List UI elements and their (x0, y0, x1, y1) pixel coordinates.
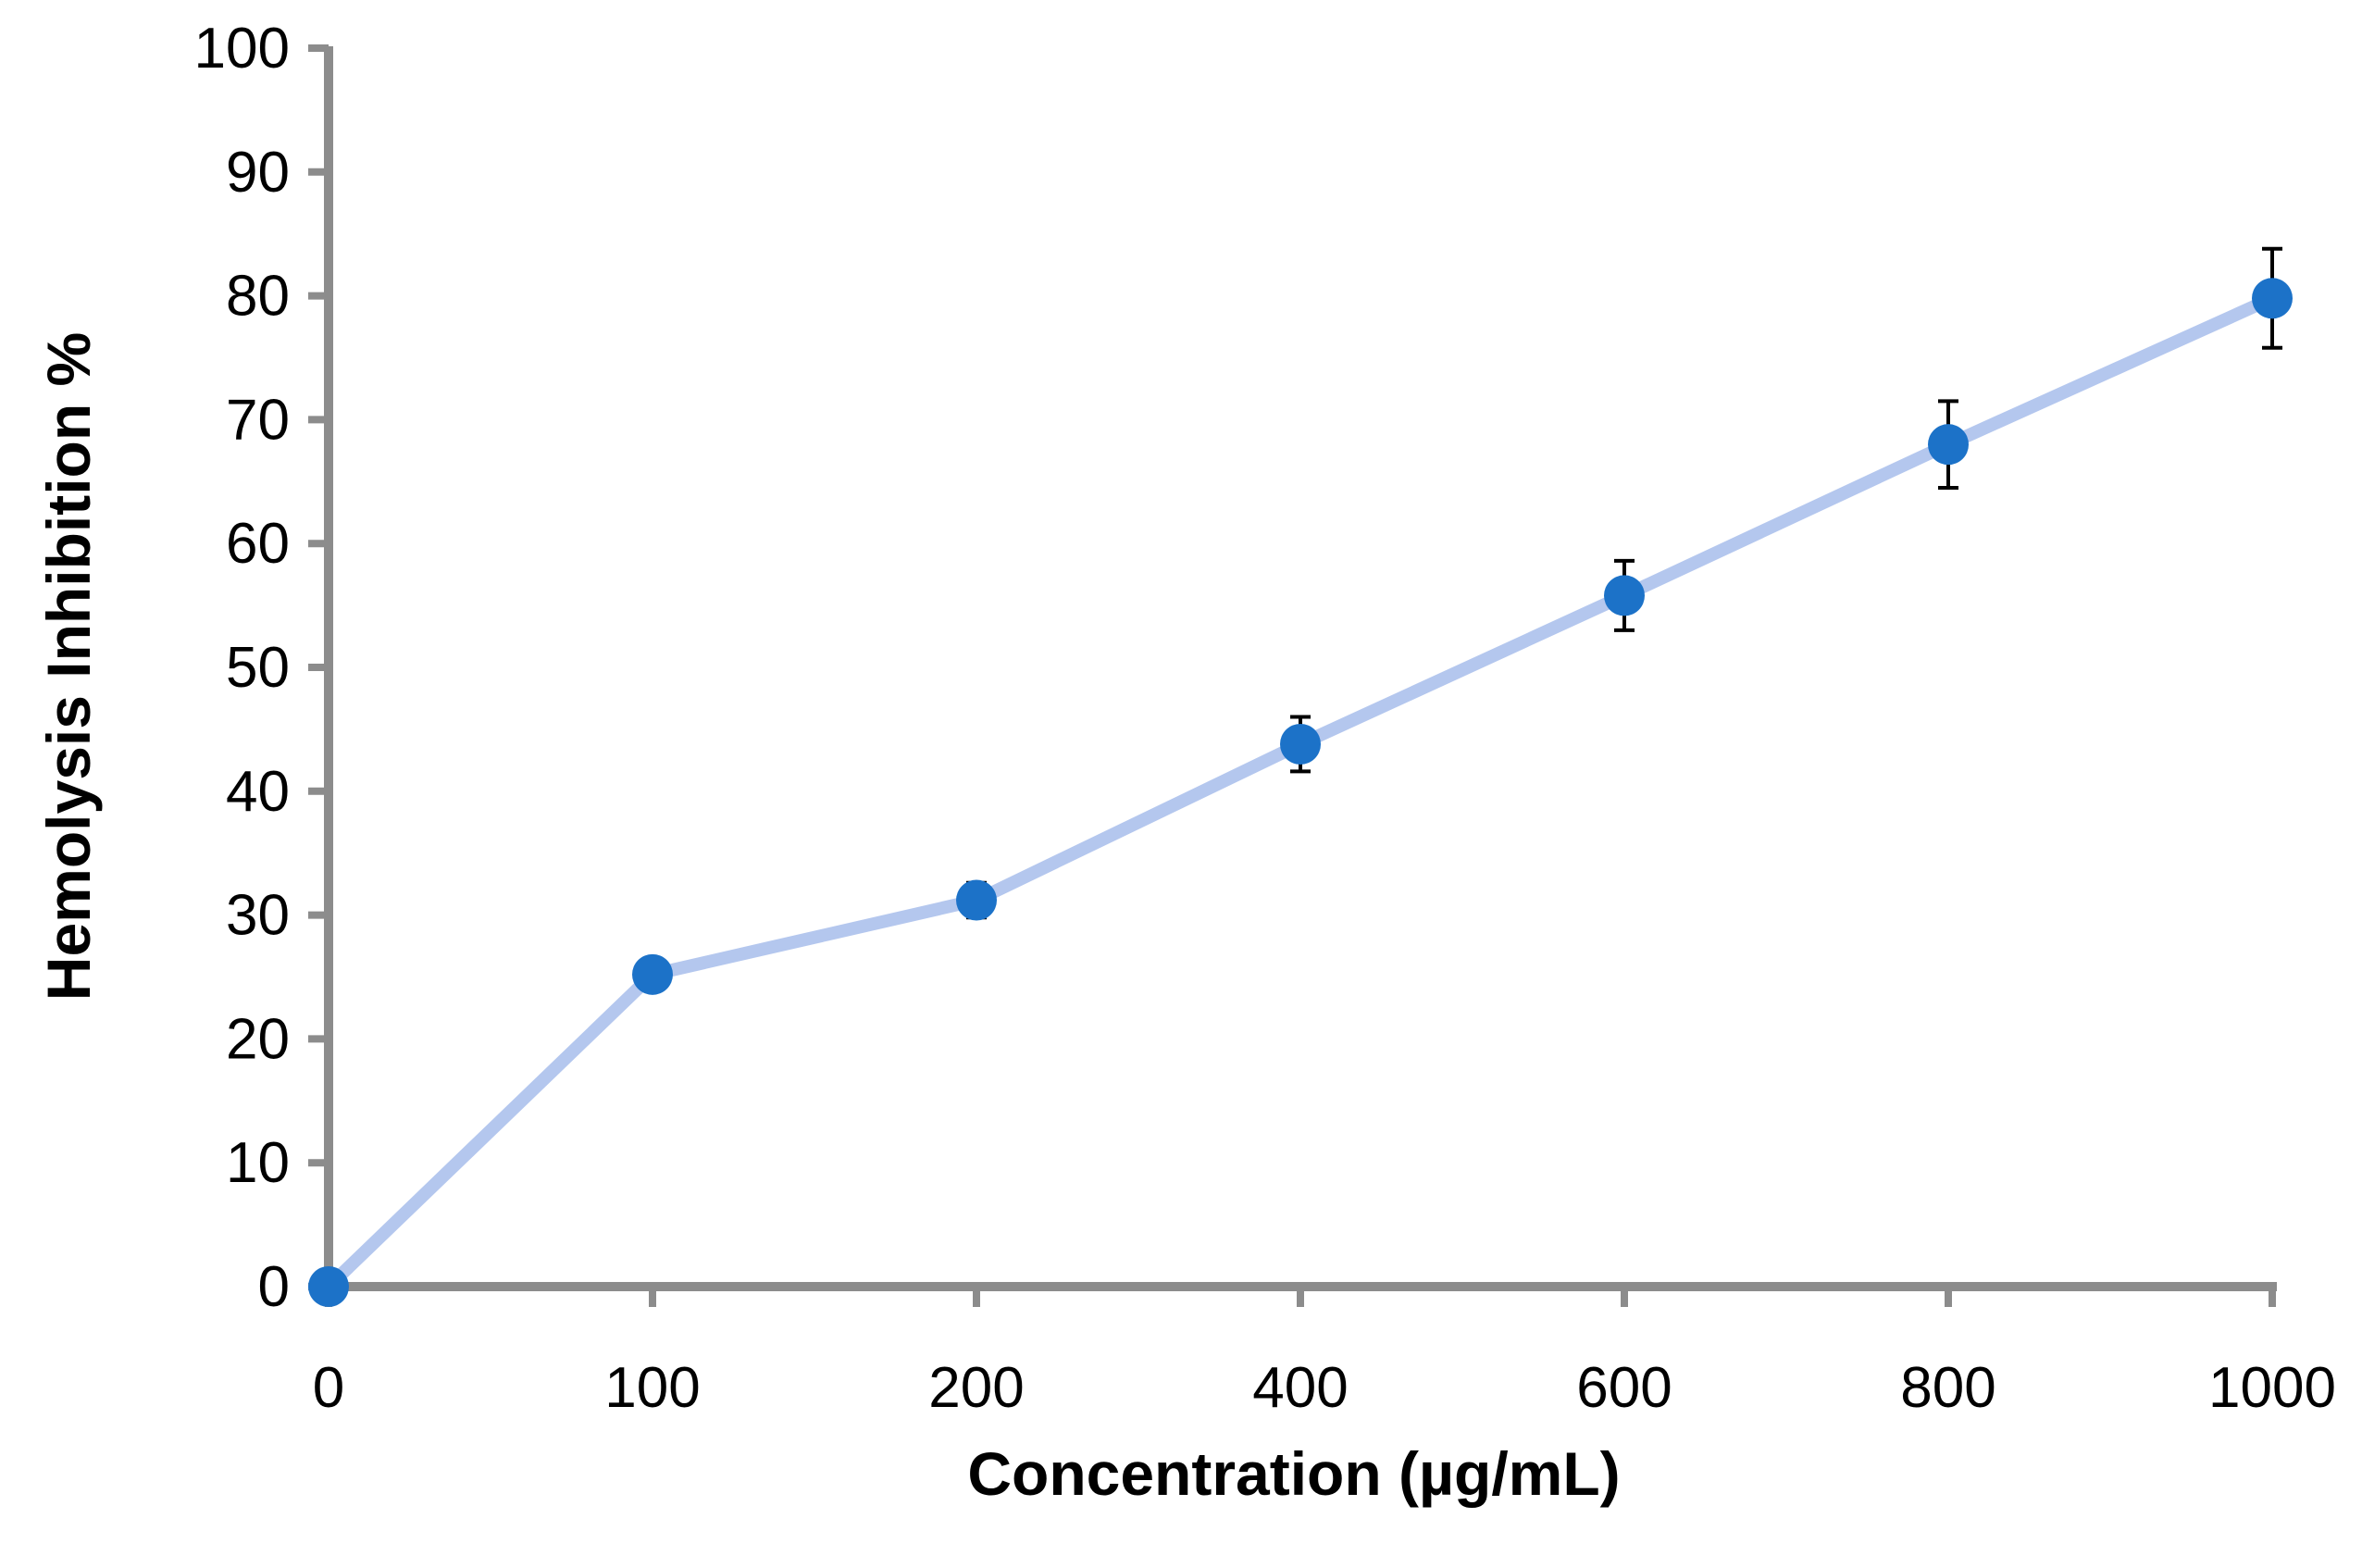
data-point (1928, 424, 1969, 466)
y-tick-label: 90 (226, 141, 290, 205)
x-tick-label: 1000 (2208, 1356, 2336, 1420)
data-point (1280, 723, 1321, 765)
x-tick-label: 400 (1252, 1356, 1348, 1420)
y-tick-label: 30 (226, 884, 290, 948)
x-tick-label: 100 (604, 1356, 700, 1420)
data-point (956, 879, 997, 921)
x-tick-label: 600 (1576, 1356, 1672, 1420)
y-tick-label: 80 (226, 265, 290, 329)
y-tick-label: 60 (226, 512, 290, 576)
y-tick-label: 20 (226, 1007, 290, 1071)
x-axis-ticks: 0 100 200 400 600 800 1000 (313, 1287, 2336, 1420)
x-axis-title: Concentration (µg/mL) (967, 1439, 1620, 1508)
series-line-group (322, 292, 2279, 1293)
data-point (308, 1266, 349, 1307)
series-line (322, 292, 2279, 1293)
y-tick-label: 50 (226, 636, 290, 700)
x-tick-label: 0 (313, 1356, 344, 1420)
y-axis-title: Hemolysis Inhibition % (34, 332, 103, 1001)
error-bars (642, 246, 2282, 989)
y-tick-label: 0 (258, 1255, 290, 1319)
data-points (308, 278, 2293, 1307)
data-point (1604, 575, 1645, 616)
axes (324, 46, 2277, 1291)
y-tick-label: 40 (226, 760, 290, 824)
data-point (632, 953, 673, 995)
y-tick-label: 100 (194, 17, 290, 81)
x-tick-label: 800 (1900, 1356, 1995, 1420)
y-tick-label: 70 (226, 388, 290, 452)
data-point (2252, 278, 2293, 319)
x-tick-label: 200 (928, 1356, 1024, 1420)
y-axis-ticks: 0 10 20 30 40 50 60 70 80 90 100 (194, 17, 329, 1319)
y-tick-label: 10 (226, 1131, 290, 1195)
